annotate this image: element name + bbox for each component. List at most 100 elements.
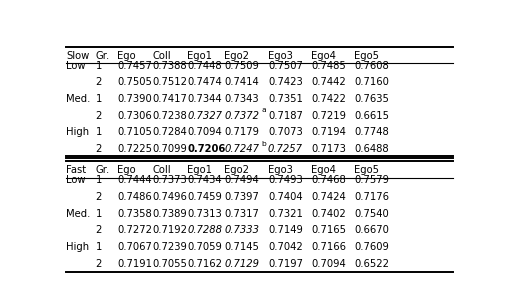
Text: 1: 1 [95, 94, 102, 104]
Text: Coll: Coll [153, 51, 171, 61]
Text: 0.7579: 0.7579 [354, 175, 388, 185]
Text: 0.7424: 0.7424 [311, 192, 345, 202]
Text: 0.6615: 0.6615 [354, 111, 388, 121]
Text: 0.7358: 0.7358 [117, 209, 152, 219]
Text: 0.7459: 0.7459 [187, 192, 222, 202]
Text: Ego: Ego [117, 165, 136, 175]
Text: 0.7509: 0.7509 [224, 61, 259, 71]
Text: Ego: Ego [117, 51, 136, 61]
Text: 0.7388: 0.7388 [153, 61, 187, 71]
Text: Fast: Fast [66, 165, 86, 175]
Text: 0.7442: 0.7442 [311, 77, 345, 87]
Text: High: High [66, 128, 89, 138]
Text: 0.7162: 0.7162 [187, 259, 222, 269]
Text: Ego3: Ego3 [268, 165, 292, 175]
Text: 0.7343: 0.7343 [224, 94, 259, 104]
Text: 0.7272: 0.7272 [117, 225, 152, 235]
Text: 2: 2 [95, 225, 102, 235]
Text: 0.7321: 0.7321 [268, 209, 302, 219]
Text: 0.7187: 0.7187 [268, 111, 302, 121]
Text: 0.7444: 0.7444 [117, 175, 152, 185]
Text: 0.7397: 0.7397 [224, 192, 259, 202]
Text: 0.7373: 0.7373 [153, 175, 187, 185]
Text: 1: 1 [95, 175, 102, 185]
Text: a: a [261, 107, 265, 113]
Text: 0.7094: 0.7094 [187, 128, 222, 138]
Text: b: b [261, 141, 266, 147]
Text: Ego1: Ego1 [187, 51, 212, 61]
Text: 0.6488: 0.6488 [354, 144, 388, 154]
Text: 1: 1 [95, 128, 102, 138]
Text: 0.7344: 0.7344 [187, 94, 221, 104]
Text: 0.7372: 0.7372 [224, 111, 259, 121]
Text: Ego2: Ego2 [224, 165, 249, 175]
Text: 0.7414: 0.7414 [224, 77, 259, 87]
Text: 0.7191: 0.7191 [117, 259, 152, 269]
Text: 0.7176: 0.7176 [354, 192, 388, 202]
Text: Ego1: Ego1 [187, 165, 212, 175]
Text: 0.7608: 0.7608 [354, 61, 388, 71]
Text: Low: Low [66, 61, 85, 71]
Text: 0.7055: 0.7055 [153, 259, 187, 269]
Text: 0.7173: 0.7173 [311, 144, 345, 154]
Text: 0.7333: 0.7333 [224, 225, 259, 235]
Text: Ego2: Ego2 [224, 51, 249, 61]
Text: 0.7306: 0.7306 [117, 111, 152, 121]
Text: 2: 2 [95, 192, 102, 202]
Text: 0.7239: 0.7239 [153, 242, 187, 252]
Text: 0.7166: 0.7166 [311, 242, 345, 252]
Text: 0.7094: 0.7094 [311, 259, 345, 269]
Text: 0.7067: 0.7067 [117, 242, 152, 252]
Text: Slow: Slow [66, 51, 89, 61]
Text: Med.: Med. [66, 209, 90, 219]
Text: Ego3: Ego3 [268, 51, 292, 61]
Text: Gr.: Gr. [95, 51, 110, 61]
Text: 0.7351: 0.7351 [268, 94, 302, 104]
Text: 0.7417: 0.7417 [153, 94, 187, 104]
Text: 0.7197: 0.7197 [268, 259, 302, 269]
Text: 0.7313: 0.7313 [187, 209, 222, 219]
Text: 0.7505: 0.7505 [117, 77, 152, 87]
Text: 0.7402: 0.7402 [311, 209, 345, 219]
Text: 0.7468: 0.7468 [311, 175, 345, 185]
Text: 0.7494: 0.7494 [224, 175, 259, 185]
Text: 1: 1 [95, 209, 102, 219]
Text: High: High [66, 242, 89, 252]
Text: 0.7317: 0.7317 [224, 209, 259, 219]
Text: 0.7238: 0.7238 [153, 111, 187, 121]
Text: 0.7257: 0.7257 [268, 144, 302, 154]
Text: Med.: Med. [66, 94, 90, 104]
Text: 0.7748: 0.7748 [354, 128, 388, 138]
Text: 0.7423: 0.7423 [268, 77, 302, 87]
Text: 0.7404: 0.7404 [268, 192, 302, 202]
Text: 0.7247: 0.7247 [224, 144, 259, 154]
Text: 0.7206: 0.7206 [187, 144, 225, 154]
Text: 0.7327: 0.7327 [187, 111, 222, 121]
Text: 0.7284: 0.7284 [153, 128, 187, 138]
Text: 0.7486: 0.7486 [117, 192, 152, 202]
Text: 0.7422: 0.7422 [311, 94, 345, 104]
Text: 0.7434: 0.7434 [187, 175, 221, 185]
Text: 2: 2 [95, 259, 102, 269]
Text: 0.7042: 0.7042 [268, 242, 302, 252]
Text: 0.7390: 0.7390 [117, 94, 152, 104]
Text: 2: 2 [95, 144, 102, 154]
Text: 0.7493: 0.7493 [268, 175, 302, 185]
Text: 0.7635: 0.7635 [354, 94, 388, 104]
Text: 0.7609: 0.7609 [354, 242, 388, 252]
Text: Ego4: Ego4 [311, 165, 335, 175]
Text: 0.7179: 0.7179 [224, 128, 259, 138]
Text: 0.7149: 0.7149 [268, 225, 302, 235]
Text: Coll: Coll [153, 165, 171, 175]
Text: 0.7165: 0.7165 [311, 225, 345, 235]
Text: 2: 2 [95, 77, 102, 87]
Text: 0.7540: 0.7540 [354, 209, 388, 219]
Text: Ego5: Ego5 [354, 51, 378, 61]
Text: 0.7105: 0.7105 [117, 128, 152, 138]
Text: Low: Low [66, 175, 85, 185]
Text: 0.7457: 0.7457 [117, 61, 152, 71]
Text: 0.7496: 0.7496 [153, 192, 187, 202]
Text: 0.7448: 0.7448 [187, 61, 221, 71]
Text: 0.7192: 0.7192 [153, 225, 187, 235]
Text: 0.7507: 0.7507 [268, 61, 302, 71]
